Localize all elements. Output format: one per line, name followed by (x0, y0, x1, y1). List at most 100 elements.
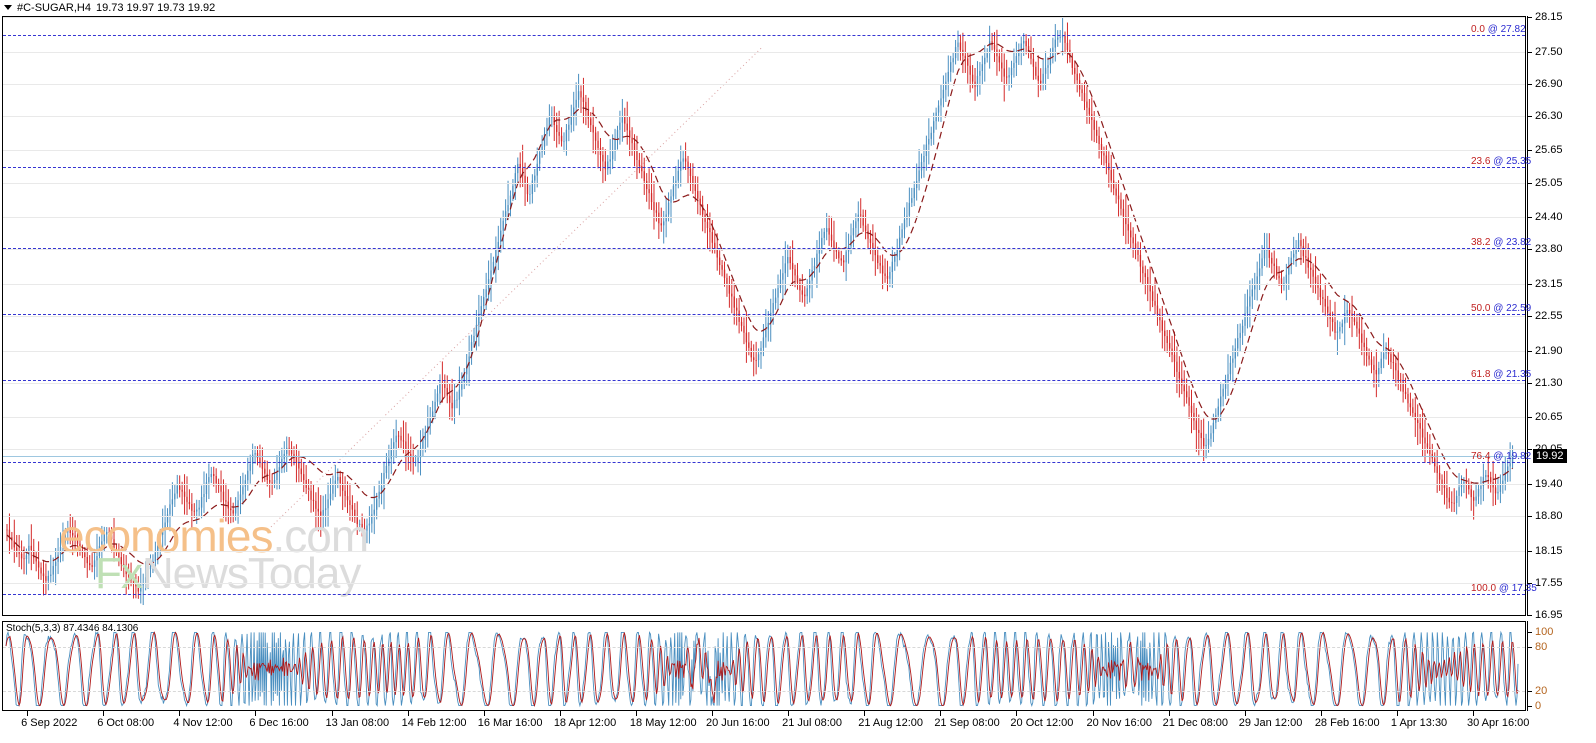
fib-line-61-8[interactable] (3, 380, 1525, 382)
price-tick-label: 16.95 (1535, 609, 1563, 621)
price-tick-label: 18.15 (1535, 544, 1563, 557)
stochastic-series-canvas (5, 630, 1519, 708)
time-tick (179, 711, 181, 716)
ohlc-values: 19.73 19.97 19.73 19.92 (95, 1, 216, 14)
time-tick-label: 6 Sep 2022 (21, 717, 78, 729)
time-tick-label: 14 Feb 12:00 (401, 717, 467, 729)
stochastic-tick-label: 80 (1535, 640, 1548, 653)
price-series-canvas (6, 17, 1514, 606)
time-axis[interactable]: 6 Sep 2022 6 Oct 08:00 4 Nov 12:00 6 Dec 16… (2, 711, 1529, 741)
fib-line-0-0[interactable] (3, 34, 1525, 36)
price-gridline (3, 83, 1525, 85)
time-tick-label: 4 Nov 12:00 (173, 717, 233, 729)
time-tick-label: 18 Apr 12:00 (553, 717, 617, 729)
time-tick (1244, 711, 1246, 716)
price-gridline (3, 316, 1525, 317)
time-tick (559, 711, 561, 716)
stochastic-tick-label: 20 (1535, 685, 1548, 698)
price-tick (1527, 382, 1532, 384)
time-tick (407, 711, 409, 716)
time-tick-label: 21 Aug 12:00 (858, 717, 924, 729)
price-tick-label: 22.55 (1535, 310, 1563, 322)
price-tick (1527, 582, 1532, 584)
price-gridline (3, 51, 1525, 53)
last-price-line (3, 456, 1525, 458)
stochastic-tick-label: 100 (1535, 626, 1554, 638)
stochastic-tick (1527, 691, 1532, 693)
fib-line-100-0[interactable] (3, 593, 1525, 595)
time-tick-label: 20 Oct 12:00 (1010, 717, 1074, 729)
time-tick-label: 13 Jan 08:00 (325, 717, 390, 729)
price-tick-label: 26.30 (1535, 109, 1563, 122)
price-tick-label: 28.15 (1535, 11, 1563, 23)
price-axis[interactable]: 28.15 27.50 26.90 26.30 25.65 25.05 24.40 23.80… (1527, 11, 1596, 621)
stochastic-tick (1527, 646, 1532, 648)
chevron-down-icon[interactable] (4, 5, 12, 10)
price-chart-pane[interactable]: economies.com FxNewsToday (2, 16, 1526, 616)
price-tick (1527, 150, 1532, 152)
price-tick-label: 21.30 (1535, 376, 1563, 389)
price-tick (1527, 449, 1532, 451)
price-tick-label: 18.80 (1535, 510, 1563, 523)
stochastic-level-line (3, 646, 1525, 648)
time-tick (1396, 711, 1398, 716)
price-tick (1527, 182, 1532, 184)
time-tick (712, 711, 713, 716)
price-tick-label: 21.90 (1535, 344, 1563, 357)
price-gridline (3, 382, 1525, 384)
time-tick-label: 20 Jun 16:00 (706, 717, 770, 729)
price-tick (1527, 615, 1532, 616)
price-tick (1527, 115, 1532, 117)
fib-line-38-2[interactable] (3, 248, 1525, 250)
time-tick (788, 711, 790, 716)
fib-line-50-0[interactable] (3, 313, 1525, 315)
time-tick-label: 18 May 12:00 (629, 717, 697, 729)
price-tick (1527, 17, 1532, 18)
fib-line-23-6[interactable] (3, 166, 1525, 168)
stochastic-level-line (3, 691, 1525, 693)
price-gridline (3, 417, 1525, 419)
price-gridline (3, 115, 1525, 117)
price-tick (1527, 316, 1532, 317)
price-tick-label: 19.40 (1535, 478, 1563, 491)
time-tick (1016, 711, 1018, 716)
price-tick-label: 26.90 (1535, 77, 1563, 90)
time-tick-label: 20 Nov 16:00 (1086, 717, 1152, 729)
price-gridline (3, 150, 1525, 152)
stochastic-axis-line (1527, 621, 1528, 711)
time-tick (864, 711, 866, 716)
price-tick (1527, 417, 1532, 419)
fib-line-76-4[interactable] (3, 461, 1525, 463)
stochastic-axis[interactable]: 100 80 20 0 (1527, 621, 1596, 712)
time-tick-label: 6 Oct 08:00 (97, 717, 155, 729)
price-tick-label: 23.80 (1535, 243, 1563, 256)
price-gridline (3, 516, 1525, 518)
time-tick (331, 711, 333, 716)
price-tick-label: 20.65 (1535, 411, 1563, 424)
price-tick-label: 27.50 (1535, 45, 1563, 58)
price-tick-label: 24.40 (1535, 211, 1563, 224)
price-tick-label: 17.55 (1535, 576, 1563, 589)
stochastic-pane[interactable]: Stoch(5,3,3) 87.4346 84.1306 (2, 621, 1526, 711)
time-tick (1320, 711, 1322, 716)
time-tick-label: 6 Dec 16:00 (249, 717, 309, 729)
time-tick (27, 711, 29, 716)
price-tick-label: 25.65 (1535, 144, 1563, 157)
time-tick-label: 16 Mar 16:00 (477, 717, 543, 729)
time-tick-label: 28 Feb 16:00 (1314, 717, 1380, 729)
price-tick (1527, 484, 1532, 486)
stochastic-title: Stoch(5,3,3) 87.4346 84.1306 (6, 623, 139, 634)
stochastic-tick (1527, 632, 1532, 633)
time-tick (255, 711, 257, 716)
stochastic-tick-label: 0 (1535, 700, 1542, 712)
chart-titlebar: #C-SUGAR,H4 19.73 19.97 19.73 19.92 (0, 0, 1596, 15)
time-tick-label: 21 Sep 08:00 (934, 717, 1000, 729)
price-gridline (3, 217, 1525, 219)
price-tick (1527, 283, 1532, 285)
time-tick (103, 711, 105, 716)
price-tick (1527, 516, 1532, 518)
price-tick (1527, 249, 1532, 251)
price-gridline (3, 350, 1525, 352)
time-tick-label: 1 Apr 13:30 (1390, 717, 1448, 729)
